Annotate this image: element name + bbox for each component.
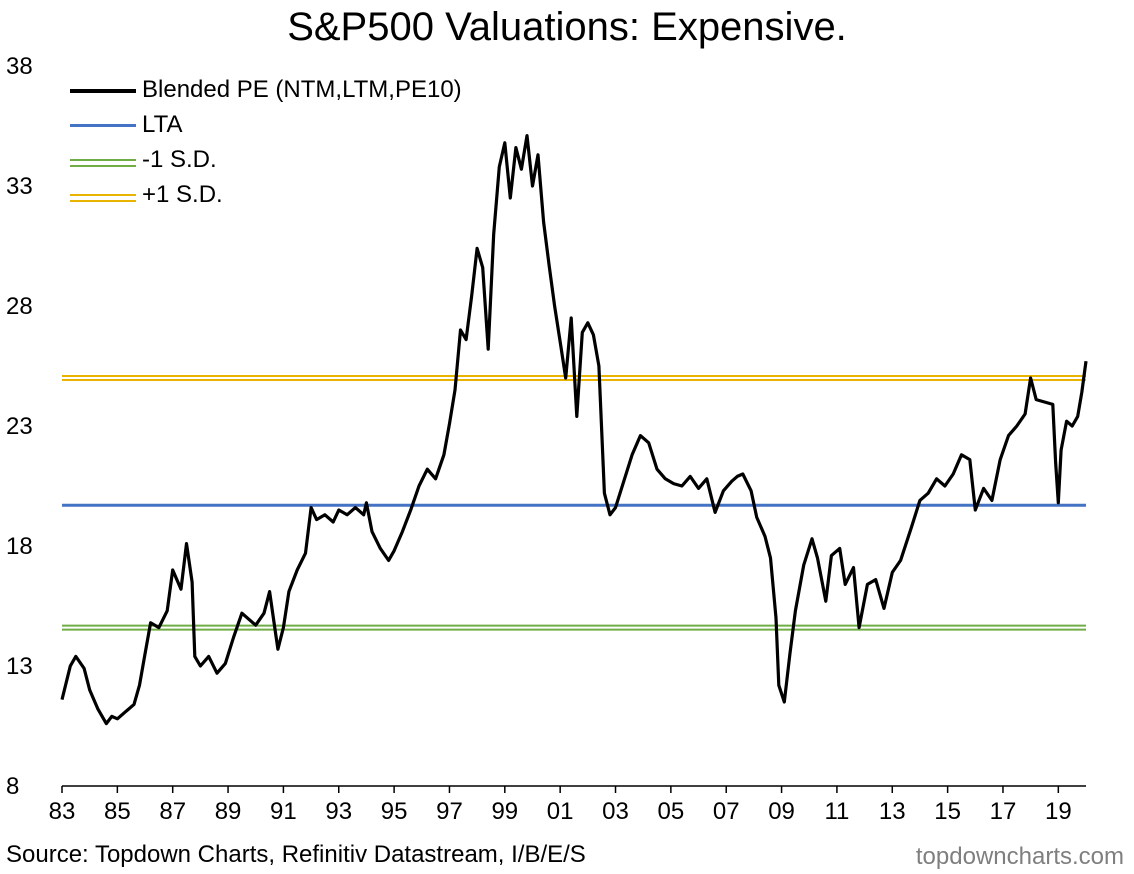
x-tick-label: 13	[879, 798, 906, 825]
source-note: Source: Topdown Charts, Refinitiv Datast…	[6, 841, 586, 868]
watermark: topdowncharts.com	[915, 843, 1124, 870]
y-tick-label: 23	[6, 413, 33, 440]
legend-label-lta: LTA	[142, 111, 183, 138]
x-tick-label: 95	[381, 798, 408, 825]
x-tick-label: 99	[491, 798, 518, 825]
axes: 8 13 18 23 28 33 38 83 85 87 89 91 93 95 97 99 01 03 05 07 0…	[6, 53, 1086, 825]
x-tick-label: 93	[325, 798, 352, 825]
legend-label-plus-1sd: +1 S.D.	[142, 181, 223, 208]
y-tick-label: 28	[6, 293, 33, 320]
x-tick-label: 89	[215, 798, 242, 825]
legend-swatch-blended-pe	[70, 89, 136, 93]
y-tick-label: 18	[6, 533, 33, 560]
reference-lines	[62, 375, 1086, 631]
x-tick-label: 15	[934, 798, 961, 825]
x-tick-label: 19	[1045, 798, 1072, 825]
x-tick-label: 17	[990, 798, 1017, 825]
x-tick-label: 91	[270, 798, 297, 825]
legend-label-minus-1sd: -1 S.D.	[142, 146, 217, 173]
x-tick-label: 11	[824, 798, 849, 825]
x-tick-label: 97	[436, 798, 463, 825]
legend-swatch-minus-1sd	[70, 159, 136, 167]
series-line-blended-pe	[60, 134, 1088, 726]
y-tick-label: 8	[6, 773, 19, 800]
legend-label-blended-pe: Blended PE (NTM,LTM,PE10)	[142, 76, 462, 103]
y-tick-label: 13	[6, 653, 33, 680]
x-tick-label: 07	[713, 798, 740, 825]
legend-swatch-lta	[70, 124, 136, 127]
x-tick-label: 85	[104, 798, 131, 825]
x-tick-label: 87	[159, 798, 186, 825]
x-tick-label: 01	[547, 798, 574, 825]
legend-swatch-plus-1sd	[70, 194, 136, 202]
chart-title: S&P500 Valuations: Expensive.	[287, 5, 847, 49]
x-tick-label: 09	[768, 798, 795, 825]
y-tick-label: 33	[6, 173, 33, 200]
x-tick-label: 03	[602, 798, 629, 825]
x-tick-label: 83	[49, 798, 76, 825]
y-tick-label: 38	[6, 53, 33, 80]
x-tick-label: 05	[658, 798, 685, 825]
